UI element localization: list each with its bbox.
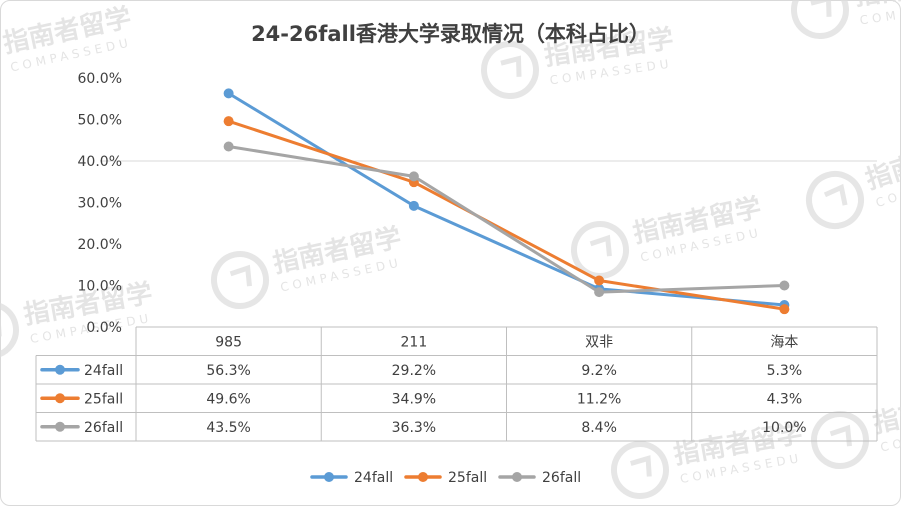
table-value-cell: 34.9% [392, 391, 436, 407]
table-value-cell: 4.3% [767, 391, 803, 407]
table-value-cell: 43.5% [206, 420, 250, 436]
y-tick-label: 30.0% [78, 196, 122, 212]
x-category-label: 海本 [770, 334, 798, 350]
table-value-cell: 10.0% [762, 420, 806, 436]
series-line-26fall [227, 144, 786, 294]
table-value-cell: 9.2% [581, 363, 617, 379]
x-category-label: 211 [401, 334, 428, 350]
legend-label: 26fall [542, 470, 581, 486]
table-legend-key-marker [55, 421, 65, 432]
data-point-25fall [779, 304, 790, 315]
data-point-24fall [223, 88, 234, 99]
table-series-name: 24fall [84, 363, 123, 379]
chart-title: 24-26fall香港大学录取情况（本科占比） [251, 22, 650, 46]
data-table: 985 211 双非 海本 24fall 56.3% 29.2% 9.2% 5.3% 25fall… [35, 326, 878, 442]
y-tick-label: 10.0% [78, 279, 122, 295]
table-value-cell: 49.6% [206, 391, 250, 407]
table-legend-key-marker [55, 393, 65, 404]
data-point-26fall [408, 171, 419, 182]
data-point-26fall [223, 141, 234, 152]
series-line-24fall [227, 91, 786, 307]
legend: 24fall 25fall 26fall [310, 470, 581, 486]
table-value-cell: 36.3% [392, 420, 436, 436]
data-point-26fall [779, 280, 790, 291]
legend-label: 24fall [354, 470, 393, 486]
table-value-cell: 8.4% [581, 420, 617, 436]
legend-label: 25fall [448, 470, 487, 486]
x-category-label: 双非 [585, 334, 613, 350]
table-legend-key-marker [55, 364, 65, 375]
table-value-cell: 11.2% [577, 391, 621, 407]
table-value-cell: 5.3% [767, 363, 803, 379]
y-tick-label: 60.0% [78, 71, 122, 87]
legend-key-marker [324, 472, 334, 482]
legend-key-marker [512, 472, 522, 482]
y-tick-label: 40.0% [78, 154, 122, 170]
data-point-25fall [594, 275, 605, 286]
y-tick-label: 50.0% [78, 113, 122, 129]
legend-key-marker [418, 472, 428, 482]
table-series-name: 26fall [84, 420, 123, 436]
x-category-label: 985 [215, 334, 242, 350]
data-point-26fall [594, 287, 605, 298]
y-tick-label: 20.0% [78, 237, 122, 253]
table-value-cell: 56.3% [206, 363, 250, 379]
series-line-25fall [227, 119, 786, 311]
table-series-name: 25fall [84, 391, 123, 407]
series-group [223, 88, 790, 315]
y-axis: 0.0% 10.0% 20.0% 30.0% 40.0% 50.0% 60.0% [78, 71, 122, 336]
data-point-25fall [223, 116, 234, 127]
y-tick-label: 0.0% [86, 320, 122, 336]
table-value-cell: 29.2% [392, 363, 436, 379]
data-point-24fall [408, 200, 419, 211]
